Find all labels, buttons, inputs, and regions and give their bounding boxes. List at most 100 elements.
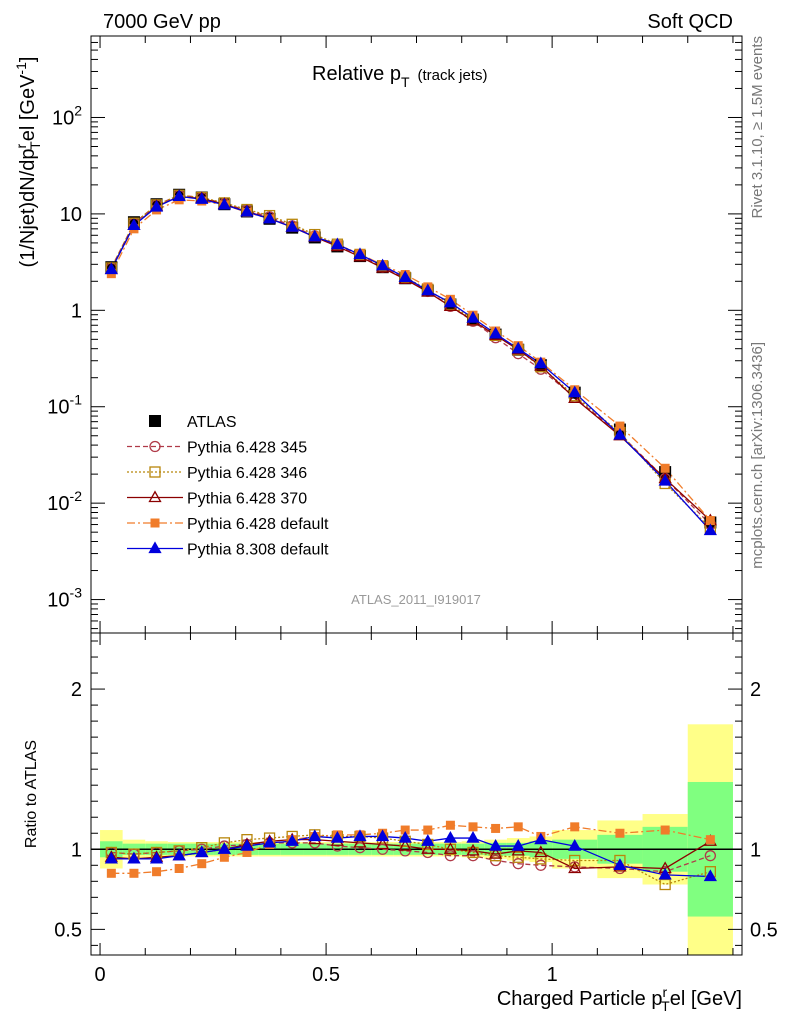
x-axis-label-sub: T bbox=[661, 998, 670, 1014]
ratio-tick-label-right: 0.5 bbox=[750, 919, 778, 941]
series-marker-main bbox=[568, 385, 582, 398]
series-marker-main bbox=[703, 523, 717, 536]
ratio-tick-label: 2 bbox=[71, 679, 82, 701]
series-marker-ratio bbox=[149, 851, 164, 864]
mcplots-reference: mcplots.cern.ch [arXiv:1306.3436] bbox=[749, 342, 766, 569]
legend-marker bbox=[150, 518, 160, 528]
ratio-tick-label: 1 bbox=[71, 839, 82, 861]
series-marker-ratio bbox=[489, 847, 503, 859]
series-marker-ratio bbox=[285, 834, 299, 846]
series-lines bbox=[110, 194, 711, 886]
series-marker-ratio bbox=[568, 861, 582, 874]
series-marker-ratio bbox=[443, 842, 458, 854]
series-marker-ratio bbox=[195, 845, 209, 858]
series-marker-main bbox=[308, 229, 322, 242]
series-marker-ratio bbox=[468, 822, 478, 832]
series-marker-ratio bbox=[660, 825, 670, 835]
plot-title-sub: T bbox=[401, 74, 410, 90]
legend-label-atlas: ATLAS bbox=[187, 414, 237, 431]
plot-title-main: Relative p bbox=[312, 63, 401, 85]
series-marker-main bbox=[613, 427, 627, 440]
legend-marker bbox=[149, 466, 161, 478]
series-marker-ratio bbox=[308, 829, 322, 842]
series-marker-main bbox=[330, 237, 344, 250]
series-marker-main bbox=[375, 258, 390, 271]
series-marker-ratio bbox=[491, 823, 501, 833]
series-marker-main bbox=[511, 341, 525, 354]
series-marker-main bbox=[127, 218, 141, 231]
y-axis-label-unit-exp: -1 bbox=[13, 62, 29, 75]
series-marker-ratio bbox=[217, 842, 231, 854]
series-marker-ratio bbox=[535, 859, 547, 871]
series-marker-main bbox=[240, 204, 254, 217]
series-marker-ratio bbox=[197, 859, 207, 869]
series-marker-main bbox=[195, 192, 209, 204]
x-axis-label: Charged Particle pr Tel [GeV] bbox=[497, 984, 742, 1014]
series-marker-main bbox=[262, 211, 277, 224]
legend-marker bbox=[149, 440, 161, 453]
series-marker-ratio bbox=[353, 835, 367, 848]
series-marker-ratio bbox=[512, 851, 524, 863]
y-tick-label: 10-2 bbox=[47, 488, 82, 515]
series-marker-ratio bbox=[569, 854, 581, 867]
series-marker-main bbox=[104, 262, 118, 275]
series-marker-ratio bbox=[703, 869, 717, 882]
series-marker-ratio bbox=[423, 825, 433, 835]
series-marker-ratio bbox=[658, 867, 672, 880]
series-marker-ratio bbox=[106, 868, 116, 878]
series-marker-ratio bbox=[467, 846, 479, 859]
series-marker-ratio bbox=[104, 851, 118, 864]
series-marker-ratio bbox=[376, 843, 389, 855]
series-marker-ratio bbox=[512, 858, 524, 870]
series-marker-ratio bbox=[570, 822, 580, 832]
series-marker-main bbox=[660, 463, 670, 473]
series-marker-ratio bbox=[375, 829, 390, 842]
series-marker-main bbox=[658, 473, 672, 486]
x-axis-label-sup: r bbox=[663, 984, 668, 1000]
legend-marker-atlas bbox=[149, 415, 161, 427]
series-marker-ratio bbox=[534, 845, 548, 858]
series-marker-main bbox=[534, 356, 548, 369]
series-marker-ratio bbox=[330, 830, 344, 843]
series-marker-ratio bbox=[466, 843, 480, 856]
y-axis-label: (1/Njet)dN/dprTel [GeV-1] bbox=[13, 57, 43, 268]
series-marker-main bbox=[489, 326, 503, 339]
plot-title-suffix: (track jets) bbox=[418, 67, 488, 84]
series-marker-ratio bbox=[704, 850, 717, 862]
series-marker-ratio bbox=[466, 830, 480, 843]
series-marker-main bbox=[705, 516, 715, 526]
series-marker-ratio bbox=[568, 838, 582, 851]
x-axis-label-main: Charged Particle p bbox=[497, 988, 663, 1010]
series-marker-ratio bbox=[127, 851, 141, 864]
ratio-plot-frame bbox=[90, 632, 743, 956]
series-marker-ratio bbox=[535, 853, 547, 865]
y-tick-label: 10 bbox=[60, 204, 82, 226]
series-marker-ratio bbox=[421, 834, 435, 846]
series-marker-main bbox=[217, 197, 231, 210]
series-marker-ratio bbox=[354, 842, 366, 854]
legend-label: Pythia 6.428 346 bbox=[187, 465, 307, 482]
series-marker-ratio bbox=[375, 837, 390, 850]
series-marker-ratio bbox=[513, 822, 523, 832]
header-left: 7000 GeV pp bbox=[103, 11, 221, 33]
y-tick-label: 102 bbox=[52, 102, 82, 129]
series-marker-ratio bbox=[421, 842, 435, 854]
ratio-tick-label: 0.5 bbox=[54, 919, 82, 941]
series-marker-ratio bbox=[444, 850, 457, 862]
legend-label: Pythia 6.428 370 bbox=[187, 491, 307, 508]
series-marker-ratio bbox=[240, 838, 254, 851]
series-marker-ratio bbox=[445, 820, 455, 830]
series-marker-ratio bbox=[152, 867, 162, 877]
x-tick-label: 0.5 bbox=[312, 964, 340, 986]
series-marker-main bbox=[149, 199, 164, 212]
series-marker-ratio bbox=[511, 838, 525, 851]
series-marker-main bbox=[421, 283, 435, 296]
series-marker-main bbox=[568, 391, 582, 404]
x-tick-label: 0 bbox=[94, 964, 105, 986]
ratio-tick-label-right: 1 bbox=[750, 839, 761, 861]
legend-marker bbox=[148, 541, 162, 554]
ratio-tick-label-right: 2 bbox=[750, 679, 761, 701]
analysis-id: ATLAS_2011_I919017 bbox=[351, 592, 481, 607]
series-marker-ratio bbox=[534, 832, 548, 845]
